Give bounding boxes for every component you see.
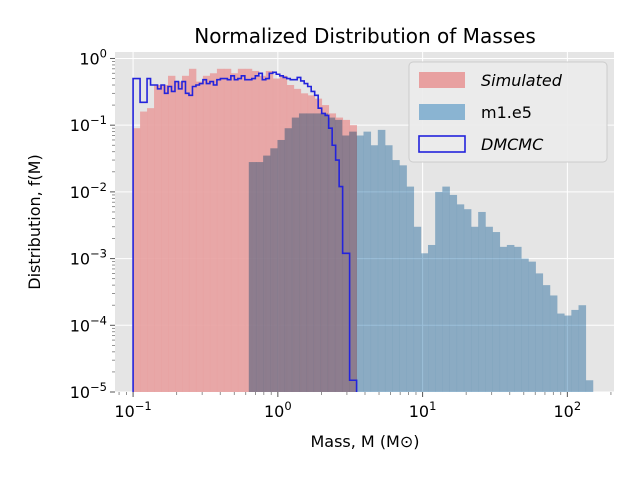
histogram-bar: [557, 313, 565, 392]
histogram-bar: [535, 273, 544, 392]
histogram-bar: [168, 75, 176, 392]
histogram-bar: [147, 108, 155, 392]
histogram-bar: [564, 315, 572, 392]
y-tick-label: 10−5: [70, 380, 107, 402]
histogram-bar: [291, 117, 300, 393]
histogram-bar: [255, 162, 264, 392]
legend: Simulated m1.e5 DMCMC: [408, 61, 608, 163]
histogram-bar: [506, 244, 515, 392]
x-tick-label: 100: [264, 399, 292, 421]
histogram-bar: [188, 68, 197, 393]
histogram-bar: [140, 111, 148, 392]
histogram-bar: [392, 160, 400, 392]
histogram-bar: [327, 117, 336, 393]
y-axis-label: Distribution, f(M): [25, 154, 44, 289]
histogram-bar: [263, 155, 271, 392]
histogram-bar: [270, 148, 278, 392]
histogram-bar: [456, 204, 465, 392]
y-tick-label: 10−2: [70, 180, 107, 202]
histogram-bar: [514, 246, 522, 392]
y-tick-label: 10−1: [70, 113, 107, 135]
y-tick-label: 10−4: [70, 313, 107, 335]
histogram-bar: [202, 75, 211, 392]
histogram-bar: [363, 131, 372, 393]
histogram-bar: [154, 85, 162, 392]
histogram-bar: [334, 119, 343, 393]
histogram-bar: [181, 75, 190, 392]
histogram-bar: [470, 226, 479, 392]
histogram-bar: [209, 73, 218, 393]
chart-title: Normalized Distribution of Masses: [194, 24, 536, 48]
histogram-bar: [195, 81, 204, 392]
axis-ticks: 10−5 10−4 10−3 10−2 10−1 100 10−1 100 101 102: [70, 46, 612, 421]
histogram-bar: [420, 253, 429, 392]
histogram-bar: [485, 226, 493, 392]
histogram-bar: [223, 68, 232, 393]
x-tick-label: 102: [554, 399, 582, 421]
histogram-bar: [356, 135, 364, 392]
histogram-bar: [542, 285, 551, 392]
legend-swatch: [419, 72, 465, 88]
histogram-bar: [244, 68, 253, 393]
histogram-bar: [161, 85, 169, 392]
legend-label: Simulated: [481, 71, 563, 90]
histogram-bar: [174, 81, 183, 392]
histogram-bar: [571, 309, 579, 392]
x-tick-label: 10−1: [114, 399, 151, 421]
x-tick-label: 101: [409, 399, 437, 421]
legend-label: DMCMC: [481, 135, 544, 154]
histogram-bar: [284, 128, 293, 393]
histogram-step-line: [132, 71, 358, 392]
histogram-bar: [216, 68, 225, 393]
histogram-bar: [499, 246, 508, 392]
y-tick-label: 10−3: [70, 247, 107, 269]
legend-swatch: [419, 104, 465, 120]
histogram-bar: [298, 113, 307, 392]
histogram-bar: [237, 68, 246, 393]
histogram-bar: [549, 295, 558, 392]
histogram-bar: [230, 73, 239, 393]
histogram-bar: [248, 162, 257, 392]
histogram-bar: [133, 128, 141, 393]
histogram-bar: [306, 113, 314, 392]
histogram-bar: [313, 113, 321, 392]
series-layer: [132, 68, 594, 393]
histogram-bar: [521, 258, 529, 392]
histogram-bar: [442, 186, 450, 392]
histogram-bar: [435, 191, 443, 392]
legend-label: m1.e5: [481, 103, 532, 122]
histogram-bar: [528, 261, 536, 392]
histogram-bar: [320, 113, 329, 392]
histogram-bar: [341, 135, 350, 392]
y-tick-label: 100: [79, 46, 107, 68]
histogram-bar: [377, 129, 386, 392]
series-dmcmc: [132, 71, 358, 392]
histogram-bar: [449, 194, 458, 392]
histogram-bar: [427, 244, 436, 392]
histogram-bar: [384, 145, 393, 392]
histogram-bar: [585, 380, 594, 392]
histogram-bar: [399, 165, 407, 392]
histogram-bar: [463, 209, 472, 392]
histogram-bar: [413, 226, 422, 392]
histogram-bar: [492, 232, 501, 392]
histogram-bar: [578, 305, 587, 392]
histogram-bar: [406, 186, 415, 392]
series-m1-e5: [248, 113, 594, 393]
histogram-bar: [478, 211, 486, 392]
histogram-bar: [370, 145, 379, 392]
legend-swatch: [418, 135, 466, 153]
x-axis-label: Mass, M (M⊙): [310, 432, 419, 451]
histogram-bar: [277, 139, 286, 392]
histogram-bar: [349, 131, 357, 393]
